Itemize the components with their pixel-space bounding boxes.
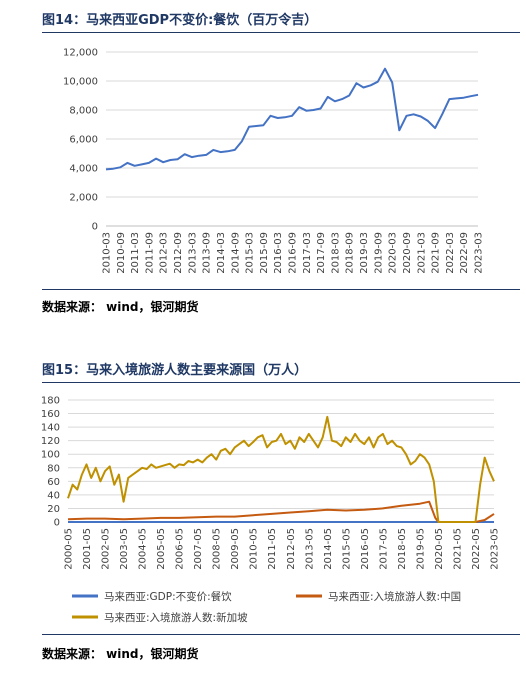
y-tick-label: 10,000 xyxy=(63,77,98,88)
figure2-title: 图15：马来入境旅游人数主要来源国（万人） xyxy=(42,363,308,378)
x-tick-label: 2013-09 xyxy=(202,232,213,274)
x-tick-label: 2009-05 xyxy=(230,528,241,570)
y-tick-label: 20 xyxy=(47,504,60,515)
series-line-1 xyxy=(67,500,495,523)
series-line-2 xyxy=(67,415,495,523)
figure1-title-rule xyxy=(42,32,520,33)
x-tick-label: 2010-05 xyxy=(249,528,260,570)
x-tick-label: 2013-05 xyxy=(304,528,315,570)
x-tick-label: 2022-03 xyxy=(445,232,456,274)
x-tick-label: 2020-03 xyxy=(388,232,399,274)
x-tick-label: 2019-09 xyxy=(373,232,384,274)
x-tick-label: 2020-05 xyxy=(434,528,445,570)
x-tick-label: 2003-05 xyxy=(119,528,130,570)
y-tick-label: 40 xyxy=(47,490,60,501)
y-tick-label: 60 xyxy=(47,477,60,488)
x-tick-label: 2007-05 xyxy=(193,528,204,570)
x-tick-label: 2019-05 xyxy=(415,528,426,570)
x-tick-label: 2015-09 xyxy=(259,232,270,274)
legend-label: 马来西亚:GDP:不变价:餐饮 xyxy=(104,590,232,603)
x-tick-label: 2017-09 xyxy=(316,232,327,274)
x-tick-label: 2021-03 xyxy=(416,232,427,274)
x-tick-label: 2011-03 xyxy=(130,232,141,274)
x-tick-label: 2020-09 xyxy=(402,232,413,274)
x-tick-label: 2016-05 xyxy=(360,528,371,570)
x-tick-label: 2016-09 xyxy=(288,232,299,274)
x-tick-label: 2011-05 xyxy=(267,528,278,570)
x-tick-label: 2023-03 xyxy=(474,232,485,274)
series-line-0 xyxy=(105,67,479,171)
x-tick-label: 2014-09 xyxy=(230,232,241,274)
y-tick-label: 120 xyxy=(41,436,60,447)
x-tick-label: 2019-03 xyxy=(359,232,370,274)
x-tick-label: 2012-03 xyxy=(159,232,170,274)
x-tick-label: 2013-03 xyxy=(187,232,198,274)
y-tick-label: 180 xyxy=(41,396,60,407)
figure1-bottom-rule xyxy=(42,289,520,290)
x-tick-label: 2011-09 xyxy=(144,232,155,274)
figure1-title: 图14：马来西亚GDP不变价:餐饮（百万令吉） xyxy=(42,13,318,28)
x-tick-label: 2018-03 xyxy=(330,232,341,274)
y-tick-label: 0 xyxy=(54,518,60,529)
x-tick-label: 2012-09 xyxy=(173,232,184,274)
y-tick-label: 4,000 xyxy=(69,164,98,175)
x-tick-label: 2023-05 xyxy=(490,528,501,570)
legend-label: 马来西亚:入境旅游人数:中国 xyxy=(328,590,461,603)
y-tick-label: 8,000 xyxy=(69,106,98,117)
y-tick-label: 2,000 xyxy=(69,193,98,204)
x-tick-label: 2010-09 xyxy=(116,232,127,274)
x-tick-label: 2021-05 xyxy=(452,528,463,570)
x-tick-label: 2012-05 xyxy=(286,528,297,570)
y-tick-label: 160 xyxy=(41,409,60,420)
figure2-bottom-rule xyxy=(42,634,520,635)
chart1-gdp-restaurant: 0 2,000 4,000 6,000 8,000 10,000 12,000 2010-03… xyxy=(63,48,485,274)
figure2-source: 数据来源： wind，银河期货 xyxy=(42,647,199,661)
y-tick-label: 140 xyxy=(41,423,60,434)
x-tick-label: 2015-03 xyxy=(245,232,256,274)
x-tick-label: 2016-03 xyxy=(273,232,284,274)
x-tick-label: 2022-05 xyxy=(471,528,482,570)
x-tick-label: 2015-05 xyxy=(341,528,352,570)
figure1-source: 数据来源： wind，银河期货 xyxy=(42,300,199,314)
x-tick-label: 2010-03 xyxy=(102,232,113,274)
x-tick-label: 2001-05 xyxy=(82,528,93,570)
x-tick-label: 2018-05 xyxy=(397,528,408,570)
y-tick-label: 100 xyxy=(41,450,60,461)
x-tick-label: 2014-03 xyxy=(216,232,227,274)
x-tick-label: 2017-05 xyxy=(378,528,389,570)
x-tick-label: 2006-05 xyxy=(175,528,186,570)
y-tick-label: 6,000 xyxy=(69,135,98,146)
y-tick-label: 12,000 xyxy=(63,48,98,59)
y-tick-label: 80 xyxy=(47,463,60,474)
legend-label: 马来西亚:入境旅游人数:新加坡 xyxy=(104,611,248,624)
x-tick-label: 2002-05 xyxy=(101,528,112,570)
figure2-title-rule xyxy=(42,382,520,383)
x-tick-label: 2014-05 xyxy=(323,528,334,570)
x-tick-label: 2022-09 xyxy=(459,232,470,274)
x-tick-label: 2004-05 xyxy=(138,528,149,570)
x-tick-label: 2005-05 xyxy=(156,528,167,570)
y-tick-label: 0 xyxy=(92,222,98,233)
x-tick-label: 2008-05 xyxy=(212,528,223,570)
x-tick-label: 2021-09 xyxy=(431,232,442,274)
x-tick-label: 2017-03 xyxy=(302,232,313,274)
x-tick-label: 2018-09 xyxy=(345,232,356,274)
x-tick-label: 2000-05 xyxy=(64,528,75,570)
